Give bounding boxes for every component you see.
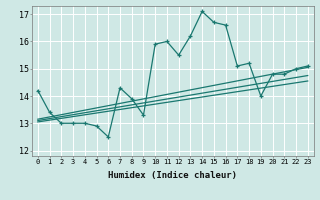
X-axis label: Humidex (Indice chaleur): Humidex (Indice chaleur) bbox=[108, 171, 237, 180]
